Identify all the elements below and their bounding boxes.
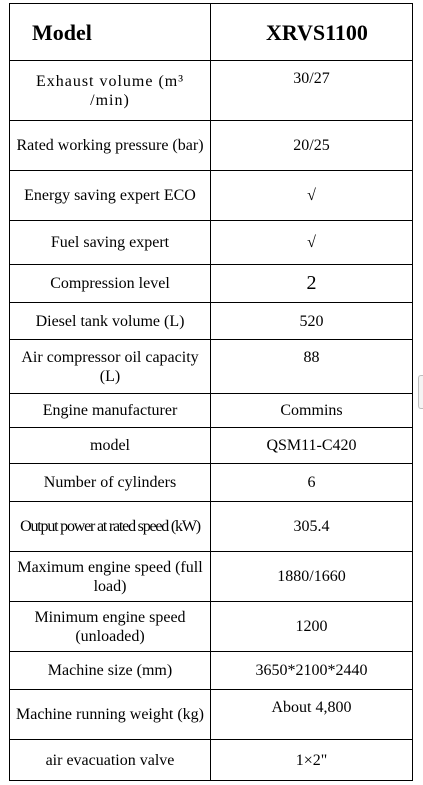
spec-label: Diesel tank volume (L) [9, 302, 211, 340]
table-row: model QSM11-C420 [9, 427, 413, 464]
header-value: XRVS1100 [210, 3, 413, 61]
spec-value: 1×2" [210, 739, 413, 781]
spec-value: 20/25 [210, 120, 413, 171]
table-row: Engine manufacturer Commins [9, 393, 413, 428]
table-row: Fuel saving expert √ [9, 220, 413, 265]
spec-value: 305.4 [210, 501, 413, 552]
spec-value: 6 [210, 463, 413, 502]
table-row: Number of cylinders 6 [9, 463, 413, 502]
header-label: Model [9, 3, 211, 61]
spec-value: 1200 [210, 601, 413, 652]
spec-value: 520 [210, 302, 413, 340]
spec-value: 1880/1660 [210, 551, 413, 602]
spec-label: Minimum engine speed (unloaded) [9, 601, 211, 652]
table-row: Energy saving expert ECO √ [9, 170, 413, 221]
spec-value: About 4,800 [210, 689, 413, 740]
table-row: Air compressor oil capacity (L) 88 [9, 339, 413, 394]
spec-value: 3650*2100*2440 [210, 651, 413, 690]
spec-label: Air compressor oil capacity (L) [9, 339, 211, 394]
spec-value: 2 [210, 264, 413, 303]
table-row: Output power at rated speed (kW) 305.4 [9, 501, 413, 552]
spec-label: Compression level [9, 264, 211, 303]
table-row: Diesel tank volume (L) 520 [9, 302, 413, 340]
spec-label: Output power at rated speed (kW) [9, 501, 211, 552]
table-row: Compression level 2 [9, 264, 413, 303]
table-row: Rated working pressure (bar) 20/25 [9, 120, 413, 171]
table-row: Maximum engine speed (full load) 1880/16… [9, 551, 413, 602]
spec-label: Exhaust volume (m³ /min) [9, 60, 211, 121]
spec-label: Maximum engine speed (full load) [9, 551, 211, 602]
table-row: Minimum engine speed (unloaded) 1200 [9, 601, 413, 652]
spec-label: Rated working pressure (bar) [9, 120, 211, 171]
spec-label: air evacuation valve [9, 739, 211, 781]
spec-label: Number of cylinders [9, 463, 211, 502]
table-row: air evacuation valve 1×2" [9, 739, 413, 781]
spec-label: Energy saving expert ECO [9, 170, 211, 221]
spec-value: √ [210, 170, 413, 221]
spec-table: Model XRVS1100 Exhaust volume (m³ /min) … [9, 3, 413, 781]
spec-value: Commins [210, 393, 413, 428]
scroll-handle[interactable] [418, 375, 423, 409]
spec-label: Engine manufacturer [9, 393, 211, 428]
spec-label: Machine size (mm) [9, 651, 211, 690]
spec-value: 30/27 [210, 60, 413, 121]
spec-value: QSM11-C420 [210, 427, 413, 464]
spec-value: √ [210, 220, 413, 265]
table-row: Machine running weight (kg) About 4,800 [9, 689, 413, 740]
spec-label: Fuel saving expert [9, 220, 211, 265]
spec-value: 88 [210, 339, 413, 394]
spec-label: model [9, 427, 211, 464]
spec-label: Machine running weight (kg) [9, 689, 211, 740]
table-row: Machine size (mm) 3650*2100*2440 [9, 651, 413, 690]
table-row: Exhaust volume (m³ /min) 30/27 [9, 60, 413, 121]
header-row: Model XRVS1100 [9, 3, 413, 61]
